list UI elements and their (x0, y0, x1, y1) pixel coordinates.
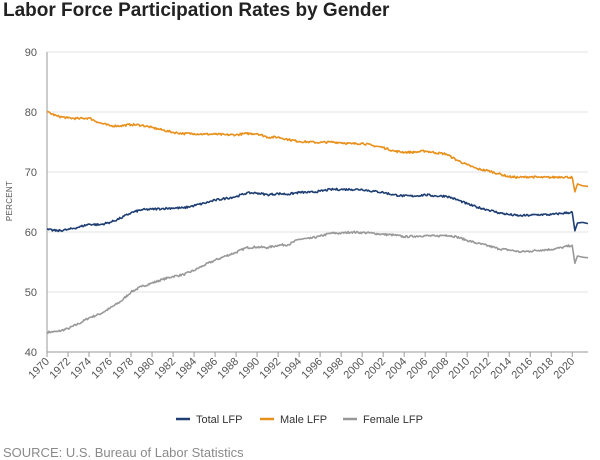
legend: Total LFP Male LFP Female LFP (176, 414, 423, 426)
series-line-total-lfp (46, 187, 589, 233)
legend-item-total-lfp: Total LFP (176, 414, 242, 426)
y-tick-label: 90 (25, 47, 37, 59)
x-tick-label: 1978 (110, 356, 136, 382)
chart-title: Labor Force Participation Rates by Gende… (3, 0, 390, 21)
x-tick-label: 1998 (320, 356, 346, 382)
x-tick-label: 1982 (152, 356, 178, 382)
x-tick-label: 2014 (489, 356, 515, 382)
x-tick-label: 2008 (426, 356, 452, 382)
x-tick-label: 1990 (236, 356, 262, 382)
x-tick-label: 2018 (531, 356, 557, 382)
x-tick-label: 1986 (194, 356, 220, 382)
x-tick-label: 1994 (278, 356, 304, 382)
x-tick-label: 2002 (362, 356, 388, 382)
gridlines (47, 51, 588, 353)
x-tick-label: 2000 (341, 356, 367, 382)
legend-item-male-lfp: Male LFP (260, 414, 327, 426)
x-tick-label: 2016 (510, 356, 536, 382)
x-tick-label: 1974 (68, 356, 94, 382)
series-lines (46, 110, 589, 334)
legend-label: Total LFP (196, 414, 242, 426)
x-tick-label: 1980 (131, 356, 157, 382)
line-chart: 40 50 60 70 80 90 1970197219741976197819801982… (5, 47, 589, 426)
series-line-female-lfp (46, 230, 589, 334)
legend-label: Female LFP (363, 414, 423, 426)
x-tick-label: 1988 (215, 356, 241, 382)
y-axis-label: PERCENT (5, 181, 14, 221)
x-tick-label: 1992 (257, 356, 283, 382)
x-tick-label: 1976 (89, 356, 115, 382)
x-tick-label: 1996 (299, 356, 325, 382)
source-note: SOURCE: U.S. Bureau of Labor Statistics (3, 445, 244, 460)
y-tick-label: 70 (25, 167, 37, 179)
x-tick-label: 2012 (468, 356, 494, 382)
y-tick-label: 80 (25, 107, 37, 119)
x-tick-label: 2020 (552, 356, 578, 382)
x-tick-label: 2010 (447, 356, 473, 382)
x-tick-label: 1970 (26, 356, 52, 382)
y-tick-label: 50 (25, 287, 37, 299)
x-tick-label: 1984 (173, 356, 199, 382)
x-tick-label: 1972 (47, 356, 73, 382)
legend-item-female-lfp: Female LFP (343, 414, 423, 426)
y-tick-label: 40 (25, 347, 37, 359)
legend-label: Male LFP (280, 414, 327, 426)
y-tick-label: 60 (25, 227, 37, 239)
x-tick-label: 2004 (383, 356, 409, 382)
series-line-male-lfp (46, 110, 589, 193)
x-tick-label: 2006 (404, 356, 430, 382)
